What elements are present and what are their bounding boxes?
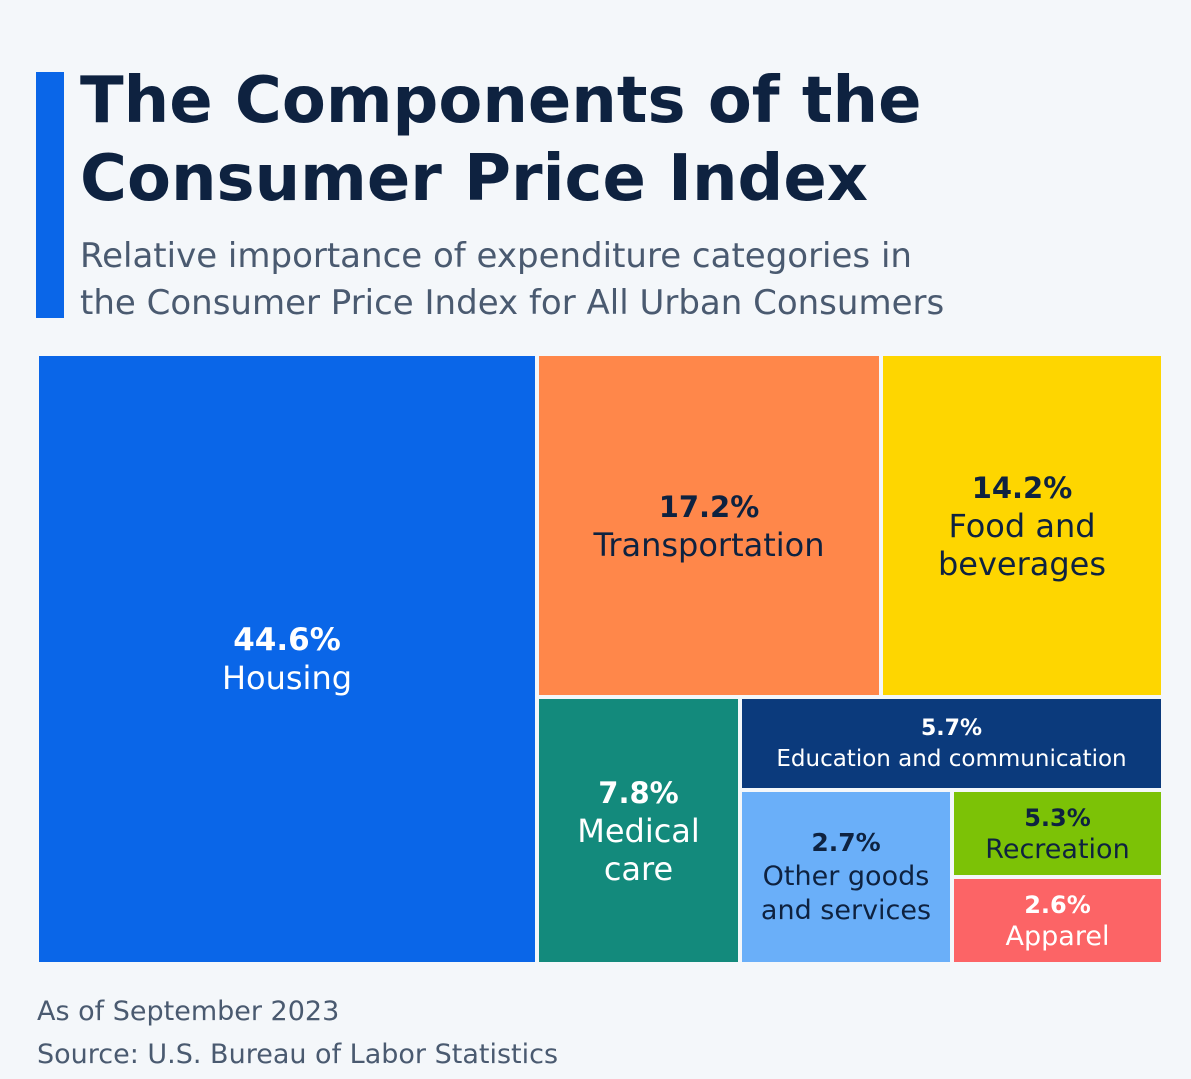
category-label-transportation-1: Transportation: [593, 525, 825, 564]
treemap: 44.6% Housing 17.2% Transportation 14.2% Food…: [37, 354, 1163, 964]
value-label-education-and-communication: 5.7%: [920, 715, 982, 741]
treemap-cell-medical-care: 7.8% Medical care: [537, 697, 740, 964]
treemap-cell-recreation: 5.3% Recreation: [952, 790, 1163, 877]
treemap-cell-housing: 44.6% Housing: [37, 354, 537, 964]
category-label-food-and-beverages-2: beverages: [937, 544, 1107, 583]
title-line-1: The Components of the: [80, 64, 922, 138]
treemap-cell-other-goods-and-services: 2.7% Other goods and services: [740, 790, 952, 964]
category-label-recreation-1: Recreation: [985, 833, 1130, 865]
treemap-cell-food-and-beverages: 14.2% Food and beverages: [881, 354, 1163, 697]
footer: As of September 2023 Source: U.S. Bureau…: [37, 990, 558, 1076]
title-accent-bar: [36, 72, 64, 318]
treemap-cell-education-and-communication: 5.7% Education and communication: [740, 697, 1163, 790]
value-label-housing: 44.6%: [233, 622, 341, 658]
category-label-apparel-1: Apparel: [1005, 920, 1110, 952]
category-label-other-goods-and-services-2: and services: [760, 895, 932, 926]
title-line-2: Consumer Price Index: [80, 142, 868, 216]
subtitle-line-2: the Consumer Price Index for All Urban C…: [80, 283, 945, 323]
value-label-medical-care: 7.8%: [598, 775, 679, 810]
treemap-cell-apparel: 2.6% Apparel: [952, 877, 1163, 964]
value-label-transportation: 17.2%: [658, 489, 760, 524]
subtitle-line-1: Relative importance of expenditure categ…: [80, 236, 912, 276]
category-label-education-and-communication-1: Education and communication: [776, 745, 1127, 772]
category-label-housing-1: Housing: [221, 659, 353, 697]
chart-subtitle: Relative importance of expenditure categ…: [80, 233, 1080, 327]
category-label-medical-care-1: Medical: [577, 811, 700, 850]
value-label-recreation: 5.3%: [1024, 803, 1091, 832]
date-note: As of September 2023: [37, 996, 340, 1027]
value-label-food-and-beverages: 14.2%: [971, 470, 1073, 505]
value-label-other-goods-and-services: 2.7%: [811, 828, 881, 857]
value-label-apparel: 2.6%: [1024, 890, 1091, 919]
chart-title: The Components of the Consumer Price Ind…: [80, 62, 921, 218]
treemap-cell-transportation: 17.2% Transportation: [537, 354, 881, 697]
category-label-food-and-beverages-1: Food and: [948, 506, 1096, 545]
source-note: Source: U.S. Bureau of Labor Statistics: [37, 1039, 559, 1070]
category-label-medical-care-2: care: [603, 849, 674, 888]
category-label-other-goods-and-services-1: Other goods: [762, 861, 930, 892]
